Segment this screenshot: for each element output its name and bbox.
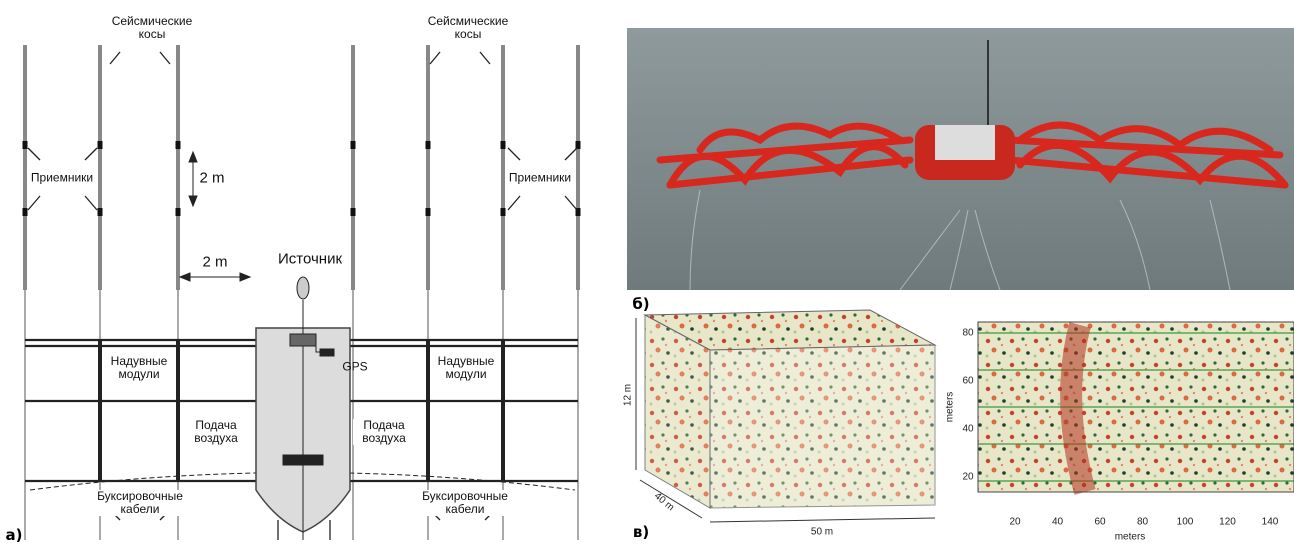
shape	[508, 196, 520, 210]
shape	[176, 141, 181, 149]
y-tick-label: 40	[962, 424, 973, 435]
shape	[297, 277, 309, 299]
label: Подача воздуха	[353, 419, 415, 445]
shape	[283, 455, 323, 465]
x-tick-label: 80	[1137, 517, 1148, 528]
panel-label: б)	[632, 295, 649, 313]
seismic-slice	[978, 322, 1294, 492]
photo	[627, 28, 1294, 290]
seismic-cube	[636, 310, 935, 522]
label: Приемники	[508, 172, 572, 185]
shape	[85, 148, 97, 160]
shape	[430, 52, 440, 64]
label: 2 m	[201, 254, 228, 271]
shape	[98, 208, 103, 216]
axis-label: 12 m	[623, 384, 634, 406]
shape	[28, 196, 40, 210]
axis-label: 50 m	[811, 527, 833, 538]
label: Подача воздуха	[185, 419, 247, 445]
x-tick-label: 40	[1052, 517, 1063, 528]
shape	[320, 349, 334, 356]
shape	[426, 141, 431, 149]
x-tick-label: 100	[1177, 517, 1194, 528]
shape	[28, 148, 40, 160]
x-tick-label: 120	[1219, 517, 1236, 528]
label: GPS	[341, 361, 368, 374]
shape	[290, 334, 316, 346]
label: Сейсмические косы	[422, 15, 514, 41]
shape	[426, 208, 431, 216]
x-tick-label: 60	[1094, 517, 1105, 528]
label: Буксировочные кабели	[418, 490, 512, 516]
label: Приемники	[30, 172, 94, 185]
panel-label: в)	[633, 523, 649, 541]
shape	[501, 208, 506, 216]
shape	[480, 52, 490, 64]
shape	[110, 52, 120, 64]
axis-label: meters	[1115, 532, 1146, 543]
shape	[501, 141, 506, 149]
y-tick-label: 80	[962, 328, 973, 339]
shape	[85, 196, 97, 210]
x-tick-label: 20	[1009, 517, 1020, 528]
x-tick-label: 140	[1262, 517, 1279, 528]
label: Надувные модули	[435, 355, 497, 381]
shape	[176, 208, 181, 216]
shape	[351, 141, 356, 149]
y-tick-label: 60	[962, 376, 973, 387]
shape	[23, 208, 28, 216]
shape	[98, 141, 103, 149]
panel-label: а)	[6, 526, 23, 544]
shape	[508, 148, 520, 160]
shape	[565, 148, 577, 160]
shape	[565, 196, 577, 210]
axis-label: meters	[945, 392, 956, 423]
diagram	[23, 45, 581, 540]
label: Сейсмические косы	[106, 15, 198, 41]
y-tick-label: 20	[962, 472, 973, 483]
shape	[23, 141, 28, 149]
figure: Сейсмические косы Сейсмические косы Прие…	[0, 0, 1294, 544]
artwork	[0, 0, 1294, 544]
label: Источник	[277, 251, 343, 268]
shape	[576, 141, 581, 149]
label: Буксировочные кабели	[93, 490, 187, 516]
shape	[351, 208, 356, 216]
label: Надувные модули	[108, 355, 170, 381]
shape	[160, 52, 170, 64]
label: 2 m	[198, 170, 225, 187]
